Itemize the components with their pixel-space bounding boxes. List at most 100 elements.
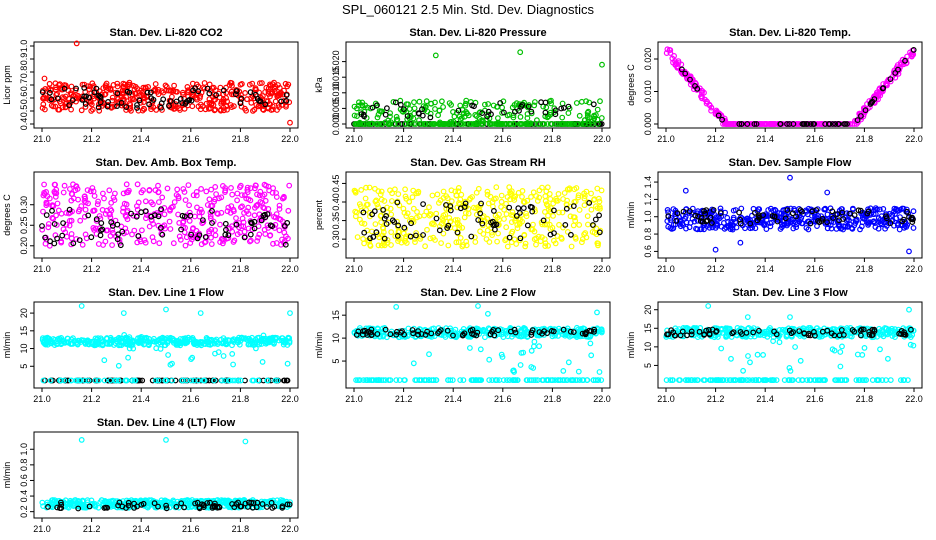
plot-frame	[345, 301, 611, 389]
data-point	[248, 99, 255, 106]
data-point	[793, 221, 800, 228]
data-point	[369, 228, 375, 235]
data-point	[385, 121, 392, 127]
data-point-reference	[461, 204, 468, 210]
data-point-reference	[220, 87, 227, 94]
data-point	[530, 221, 536, 228]
data-point-reference	[854, 117, 861, 123]
data-point	[445, 242, 452, 249]
data-point-reference	[737, 216, 744, 223]
data-point	[111, 190, 118, 197]
data-point	[494, 238, 501, 245]
data-point	[584, 109, 591, 116]
data-point-reference	[251, 225, 258, 232]
data-point	[498, 121, 505, 127]
data-point-reference	[381, 235, 388, 242]
data-point-reference	[517, 235, 524, 242]
data-point-reference	[590, 222, 596, 228]
data-point	[550, 212, 556, 219]
data-point	[210, 84, 217, 91]
data-point	[428, 121, 435, 127]
data-point	[559, 114, 566, 121]
data-point	[664, 46, 671, 53]
data-point-reference	[803, 121, 809, 127]
data-point	[125, 189, 132, 196]
data-point	[255, 103, 262, 110]
data-point	[522, 243, 529, 250]
panel-title-line2: Stan. Dev. Line 2 Flow	[420, 287, 536, 299]
data-point-reference	[284, 219, 291, 226]
data-point	[485, 101, 492, 107]
data-point	[872, 224, 879, 230]
data-point	[877, 346, 883, 353]
data-point-reference	[902, 57, 908, 64]
data-point-reference	[381, 215, 388, 222]
data-point-reference	[222, 226, 229, 233]
data-point	[541, 121, 548, 127]
data-point	[454, 220, 461, 227]
data-point	[261, 205, 268, 212]
data-point	[172, 101, 179, 108]
data-point	[111, 103, 118, 110]
plot-frame	[33, 171, 299, 259]
data-point	[534, 197, 541, 204]
outlier-point	[599, 61, 605, 68]
x-tick-label: 21.6	[182, 524, 200, 534]
data-point	[462, 210, 469, 217]
data-point-reference	[225, 232, 232, 239]
data-point	[836, 223, 843, 230]
data-point-reference	[258, 217, 265, 224]
x-tick-label: 21.2	[707, 394, 725, 404]
data-point-reference	[558, 105, 565, 112]
data-point	[123, 213, 130, 220]
data-point	[372, 221, 379, 228]
data-point	[588, 190, 594, 197]
data-point	[433, 210, 440, 217]
data-point	[150, 87, 157, 94]
data-point	[582, 230, 589, 236]
x-tick-label: 21.6	[182, 394, 200, 404]
panel-title-boxtemp: Stan. Dev. Amb. Box Temp.	[96, 157, 237, 169]
data-point	[504, 194, 511, 200]
data-point-reference	[538, 99, 544, 106]
data-point-reference	[880, 85, 887, 91]
data-point-reference	[114, 103, 120, 109]
data-point-reference	[586, 199, 593, 206]
data-point	[125, 354, 132, 361]
data-point	[222, 187, 229, 194]
data-point-reference	[433, 215, 440, 222]
x-tick-label: 21.6	[494, 264, 512, 274]
x-tick-label: 21.6	[806, 394, 824, 404]
data-point-reference	[447, 207, 454, 214]
data-point-reference	[232, 91, 239, 98]
data-point	[75, 208, 82, 215]
data-point-reference	[807, 220, 814, 227]
data-point	[265, 105, 271, 112]
data-point	[596, 369, 603, 375]
data-point-reference	[789, 210, 796, 217]
data-point	[908, 51, 914, 58]
data-point	[504, 112, 511, 119]
data-point	[478, 121, 485, 127]
data-point	[238, 80, 245, 87]
data-point	[87, 83, 94, 90]
data-point	[170, 240, 177, 247]
data-point	[361, 220, 368, 227]
x-tick-label: 21.4	[444, 264, 462, 274]
data-point-reference	[427, 114, 434, 121]
data-point	[486, 239, 493, 245]
data-point	[458, 115, 465, 121]
data-point	[130, 82, 137, 89]
data-point-reference	[134, 105, 140, 111]
data-point	[747, 359, 753, 366]
data-point	[416, 98, 423, 105]
data-point	[485, 200, 492, 207]
data-point-reference	[910, 47, 917, 53]
panel-title-pressure: Stan. Dev. Li-820 Pressure	[409, 27, 546, 39]
data-point-reference	[54, 235, 60, 242]
data-point-reference	[404, 113, 411, 119]
data-point-reference	[836, 217, 842, 224]
data-point-reference	[563, 205, 570, 212]
data-point	[440, 194, 447, 201]
